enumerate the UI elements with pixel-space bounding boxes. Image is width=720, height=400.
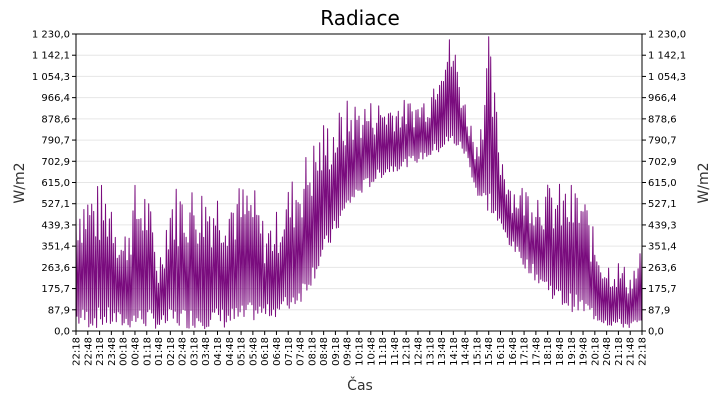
x-tick-label: 16:48 bbox=[508, 337, 519, 366]
x-tick-label: 22:48 bbox=[83, 337, 94, 366]
x-tick-label: 19:18 bbox=[567, 337, 578, 366]
x-tick-label: 03:48 bbox=[201, 337, 212, 366]
y-tick-label-right: 263,6 bbox=[648, 263, 677, 274]
y-tick-label-right: 702,9 bbox=[648, 157, 677, 168]
x-tick-label: 22:18 bbox=[72, 337, 83, 366]
x-tick-label: 17:48 bbox=[531, 337, 542, 366]
x-tick-label: 09:48 bbox=[343, 337, 354, 366]
x-tick-label: 23:48 bbox=[107, 337, 118, 366]
x-tick-label: 13:48 bbox=[437, 337, 448, 366]
x-axis: 22:18 22:48 23:18 23:48 00:18 00:48 01:18 01:48… bbox=[72, 331, 649, 366]
y-tick-label-right: 175,7 bbox=[648, 284, 677, 295]
y-tick-label-right: 615,0 bbox=[648, 178, 677, 189]
x-tick-label: 14:48 bbox=[461, 337, 472, 366]
y-tick-label-left: 702,9 bbox=[41, 157, 70, 168]
x-tick-label: 23:18 bbox=[95, 337, 106, 366]
x-tick-label: 08:48 bbox=[319, 337, 330, 366]
y-tick-label-left: 87,9 bbox=[48, 305, 70, 316]
y-tick-label-left: 1 054,3 bbox=[32, 72, 70, 83]
y-tick-label-left: 263,6 bbox=[41, 263, 70, 274]
x-tick-label: 05:18 bbox=[237, 337, 248, 366]
y-tick-label-left: 0,0 bbox=[54, 327, 70, 338]
x-tick-label: 05:48 bbox=[248, 337, 259, 366]
x-tick-label: 00:48 bbox=[130, 337, 141, 366]
x-tick-label: 19:48 bbox=[579, 337, 590, 366]
x-tick-label: 14:18 bbox=[449, 337, 460, 366]
x-tick-label: 00:18 bbox=[119, 337, 130, 366]
y-tick-label-right: 1 142,1 bbox=[648, 51, 686, 62]
x-tick-label: 07:48 bbox=[296, 337, 307, 366]
x-tick-label: 17:18 bbox=[520, 337, 531, 366]
y-tick-label-left: 1 230,0 bbox=[32, 30, 70, 41]
y-tick-label-left: 878,6 bbox=[41, 114, 70, 125]
x-tick-label: 18:18 bbox=[543, 337, 554, 366]
x-tick-label: 06:48 bbox=[272, 337, 283, 366]
y-tick-label-left: 615,0 bbox=[41, 178, 70, 189]
y-tick-label-left: 966,4 bbox=[41, 93, 70, 104]
x-tick-label: 11:48 bbox=[390, 337, 401, 366]
x-tick-label: 10:18 bbox=[355, 337, 366, 366]
y-tick-label-left: 351,4 bbox=[41, 242, 70, 253]
x-tick-label: 07:18 bbox=[284, 337, 295, 366]
x-tick-label: 16:18 bbox=[496, 337, 507, 366]
x-tick-label: 08:18 bbox=[307, 337, 318, 366]
y-tick-label-left: 527,1 bbox=[41, 199, 70, 210]
x-tick-label: 03:18 bbox=[189, 337, 200, 366]
y-tick-label-left: 1 142,1 bbox=[32, 51, 70, 62]
x-tick-label: 12:18 bbox=[402, 337, 413, 366]
x-tick-label: 11:18 bbox=[378, 337, 389, 366]
chart-title: Radiace bbox=[320, 6, 400, 30]
y-axis-left: 0,0 87,9 175,7 263,6 351,4 439,3 527,1 615,0 702… bbox=[32, 30, 76, 338]
x-tick-label: 18:48 bbox=[555, 337, 566, 366]
x-tick-label: 22:18 bbox=[638, 337, 649, 366]
x-tick-label: 21:18 bbox=[614, 337, 625, 366]
y-axis-label-right: W/m2 bbox=[696, 162, 712, 203]
y-tick-label-right: 1 054,3 bbox=[648, 72, 686, 83]
y-tick-label-right: 878,6 bbox=[648, 114, 677, 125]
x-tick-label: 04:18 bbox=[213, 337, 224, 366]
y-tick-label-right: 0,0 bbox=[648, 327, 664, 338]
y-tick-label-left: 175,7 bbox=[41, 284, 70, 295]
y-tick-label-left: 790,7 bbox=[41, 136, 70, 147]
x-tick-label: 04:48 bbox=[225, 337, 236, 366]
y-tick-label-right: 1 230,0 bbox=[648, 30, 686, 41]
x-tick-label: 15:18 bbox=[472, 337, 483, 366]
x-tick-label: 02:48 bbox=[178, 337, 189, 366]
x-tick-label: 21:48 bbox=[626, 337, 637, 366]
x-axis-label: Čas bbox=[347, 376, 373, 394]
x-tick-label: 01:48 bbox=[154, 337, 165, 366]
x-tick-label: 15:48 bbox=[484, 337, 495, 366]
y-tick-label-right: 966,4 bbox=[648, 93, 677, 104]
y-tick-label-right: 87,9 bbox=[648, 305, 670, 316]
x-tick-label: 12:48 bbox=[413, 337, 424, 366]
y-tick-label-right: 527,1 bbox=[648, 199, 677, 210]
y-tick-label-right: 439,3 bbox=[648, 220, 677, 231]
x-tick-label: 02:18 bbox=[166, 337, 177, 366]
x-tick-label: 10:48 bbox=[366, 337, 377, 366]
y-axis-label-left: W/m2 bbox=[12, 162, 28, 203]
y-tick-label-right: 351,4 bbox=[648, 242, 677, 253]
x-tick-label: 20:48 bbox=[602, 337, 613, 366]
x-tick-label: 01:18 bbox=[142, 337, 153, 366]
series-group bbox=[75, 36, 643, 330]
y-axis-right: 0,0 87,9 175,7 263,6 351,4 439,3 527,1 615,0 702… bbox=[642, 30, 686, 338]
x-tick-label: 06:18 bbox=[260, 337, 271, 366]
y-tick-label-right: 790,7 bbox=[648, 136, 677, 147]
series-line bbox=[75, 36, 643, 330]
y-tick-label-left: 439,3 bbox=[41, 220, 70, 231]
x-tick-label: 13:18 bbox=[425, 337, 436, 366]
x-tick-label: 09:18 bbox=[331, 337, 342, 366]
x-tick-label: 20:18 bbox=[590, 337, 601, 366]
